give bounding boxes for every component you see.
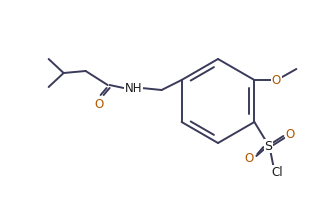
Text: O: O xyxy=(272,74,281,87)
Text: S: S xyxy=(264,140,273,152)
Text: O: O xyxy=(286,127,295,141)
Text: O: O xyxy=(245,152,254,164)
Text: NH: NH xyxy=(125,81,142,95)
Text: Cl: Cl xyxy=(272,166,283,178)
Text: O: O xyxy=(94,97,103,111)
